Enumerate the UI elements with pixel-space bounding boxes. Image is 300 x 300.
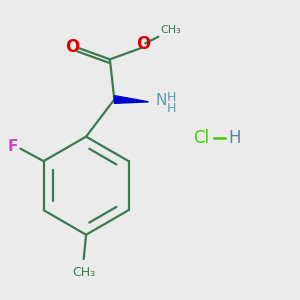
Polygon shape — [114, 96, 148, 103]
Text: CH₃: CH₃ — [72, 266, 95, 279]
Text: O: O — [136, 35, 151, 53]
Text: F: F — [8, 139, 18, 154]
Text: H: H — [166, 91, 176, 103]
Text: CH₃: CH₃ — [161, 25, 182, 35]
Text: N: N — [155, 93, 166, 108]
Text: H: H — [228, 129, 241, 147]
Text: Cl: Cl — [193, 129, 209, 147]
Text: H: H — [166, 102, 176, 115]
Text: O: O — [65, 38, 79, 56]
